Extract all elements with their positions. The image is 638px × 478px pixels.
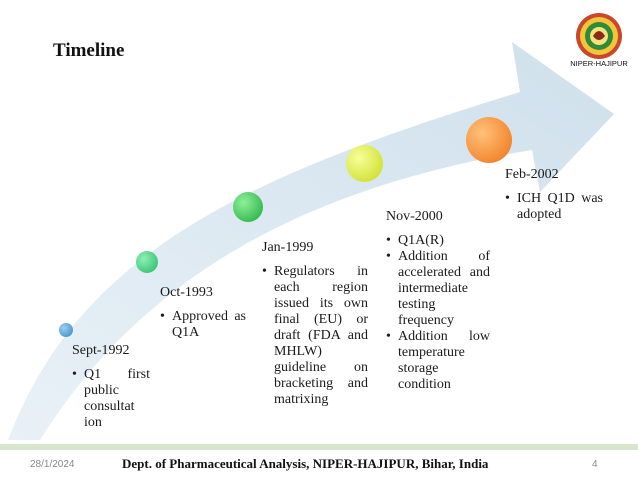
logo-caption: NIPER-HAJIPUR [570,59,628,68]
milestone-1992: Sept-1992 Q1 first public consultat ion [72,343,150,431]
milestone-2002: Feb-2002 ICH Q1D was adopted [505,167,603,223]
milestone-2000: Nov-2000 Q1A(R) Addition of accelerated … [386,209,490,393]
milestone-1993: Oct-1993 Approved as Q1A [160,285,246,341]
footer-department: Dept. of Pharmaceutical Analysis, NIPER-… [122,456,489,471]
milestone-bullet: Q1A(R) [386,233,490,249]
niper-logo-icon [576,13,622,59]
milestone-date: Oct-1993 [160,285,213,300]
milestone-dot-2000 [346,145,383,182]
milestone-date: Nov-2000 [386,209,443,224]
milestone-dot-1993 [136,251,158,273]
footer-date: 28/1/2024 [30,459,75,470]
milestone-dot-1999 [233,192,263,222]
milestone-dot-2002 [466,117,512,163]
milestone-bullet: Addition low temperature storage conditi… [386,329,490,393]
milestone-date: Jan-1999 [262,240,314,255]
milestone-date: Feb-2002 [505,167,559,182]
milestone-bullet: Approved as Q1A [160,309,246,341]
milestone-bullet: Q1 first public consultat ion [72,367,150,431]
milestone-bullet: Regulators in each region issued its own… [262,264,368,408]
milestone-bullet: ICH Q1D was adopted [505,191,603,223]
milestone-1999: Jan-1999 Regulators in each region issue… [262,240,368,408]
slide-title: Timeline [53,40,125,61]
milestone-dot-1992 [59,323,73,337]
milestone-bullet: Addition of accelerated and intermediate… [386,249,490,329]
footer-divider [0,444,638,450]
page-number: 4 [592,459,598,470]
milestone-date: Sept-1992 [72,343,130,358]
